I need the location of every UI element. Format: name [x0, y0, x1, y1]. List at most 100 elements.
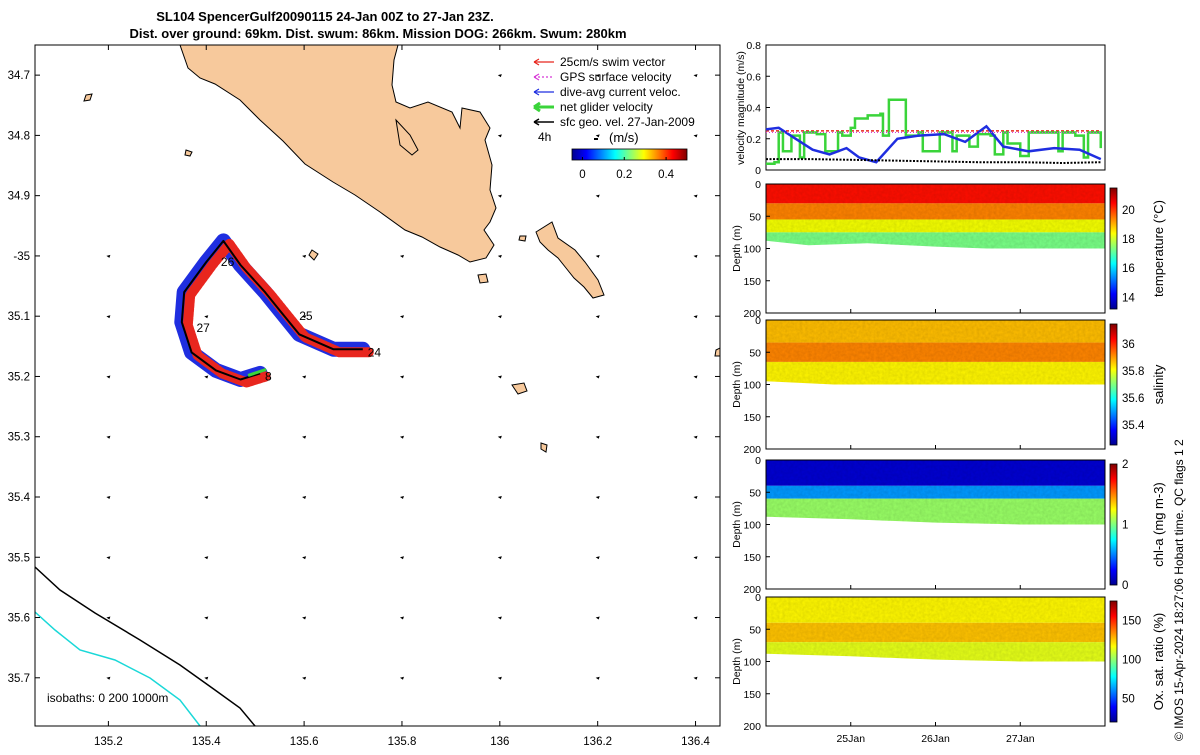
- velocity-panel: 0 0.2 0.4 0.6 0.8 velocity magnitude (m/s): [735, 40, 1106, 177]
- section-colorbar-tick-label: 150: [1122, 616, 1141, 628]
- map-y-tick-label: 35.5: [8, 552, 30, 564]
- track-line: [180, 239, 363, 381]
- day-label: 26: [221, 255, 235, 269]
- map-legend: 25cm/s swim vector GPS surface velocity …: [533, 55, 695, 181]
- section-y-tick-label: 200: [743, 721, 761, 733]
- land-eyre-peninsula: [179, 45, 497, 263]
- land-small-island-3: [714, 347, 720, 357]
- geo-vector-arrow: [106, 556, 111, 560]
- section-layer: [766, 232, 1105, 249]
- map-axes-box: [34, 44, 721, 727]
- geo-vector-arrow: [302, 616, 307, 620]
- section-y-tick-label: 50: [749, 487, 761, 499]
- land-masses: [83, 45, 720, 453]
- vector-time-label: 4h: [538, 130, 551, 144]
- map-y-tick-label: 34.9: [8, 191, 30, 203]
- map-y-tick-label: 34.8: [8, 130, 30, 142]
- geo-vector-arrow: [399, 315, 404, 319]
- geo-vector-arrow: [693, 556, 698, 560]
- velocity-y-tick-label: 0: [755, 165, 761, 177]
- section-y-tick-label: 50: [749, 211, 761, 223]
- geo-vector-arrow: [204, 556, 209, 560]
- geo-vector-arrow: [399, 435, 404, 439]
- geo-vector-arrow: [693, 315, 698, 319]
- map-colorbar-tick-label: 0: [579, 169, 585, 181]
- map-y-ticks: 34.7 34.8 34.9 -35 35.1 35.2 35.3 35.4 35.5 35.6 3…: [8, 70, 720, 685]
- section-colorbar: [1109, 323, 1118, 446]
- section-y-tick-label: 0: [755, 455, 761, 467]
- geo-vector-arrow: [106, 616, 111, 620]
- section-colorbar-tick-label: 14: [1122, 292, 1135, 304]
- day-label: 8: [265, 369, 272, 383]
- velocity-series-net_glider: [766, 98, 1103, 165]
- section-colorbar: [1109, 463, 1118, 586]
- geo-vector-arrow: [302, 556, 307, 560]
- geo-vector-arrow: [302, 254, 307, 258]
- section-field-chl: [766, 460, 1105, 525]
- isobath-200: [35, 611, 201, 726]
- geo-vector-arrow: [204, 315, 209, 319]
- section-colorbar-label: temperature (°C): [1151, 200, 1166, 297]
- map-x-tick-label: 135.4: [192, 736, 221, 748]
- geo-vector-arrow: [497, 254, 502, 258]
- map-colorbar: [571, 148, 688, 161]
- section-colorbar-tick-label: 1: [1122, 520, 1128, 532]
- section-y-tick-label: 100: [743, 520, 761, 532]
- section-y-tick-label: 100: [743, 244, 761, 256]
- map-x-tick-label: 136.2: [583, 736, 612, 748]
- section-ylabel: Depth (m): [731, 638, 743, 685]
- legend-entry-gps: GPS surface velocity: [533, 70, 671, 84]
- section-y-tick-label: 100: [743, 380, 761, 392]
- section-colorbar-tick-label: 100: [1122, 655, 1141, 667]
- geo-vector-arrow: [693, 616, 698, 620]
- section-field-temperature: [766, 184, 1105, 249]
- geo-vector-arrow: [497, 194, 502, 198]
- section-panel-oxygen: 0 50 100 150 200 Depth (m) 50 100 150 Ox. sat. ra…: [731, 592, 1166, 745]
- section-layer: [766, 597, 1105, 623]
- section-layer: [766, 485, 1105, 499]
- velocity-series-dive_avg: [765, 124, 1102, 164]
- section-y-tick-label: 0: [755, 315, 761, 327]
- geo-vector-arrow: [595, 435, 600, 439]
- geo-vector-arrow: [302, 435, 307, 439]
- map-y-tick-label: 34.7: [8, 70, 30, 82]
- section-y-tick-label: 200: [743, 308, 761, 320]
- legend-label-swim: 25cm/s swim vector: [560, 55, 665, 69]
- geo-vector-arrow: [399, 676, 404, 680]
- map-x-ticks: 135.2 135.4 135.6 135.8 136 136.2 136.4: [94, 45, 711, 748]
- geo-vector-arrow: [595, 495, 600, 499]
- section-panel-salinity: 0 50 100 150 200 Depth (m) 35.4 35.6 35.8 36 salin…: [731, 315, 1166, 456]
- section-layer: [766, 184, 1105, 204]
- velocity-y-tick-label: 0.2: [746, 134, 761, 146]
- legend-label-dive-avg: dive-avg current veloc.: [560, 85, 681, 99]
- map-y-tick-label: 35.4: [8, 492, 31, 504]
- section-colorbar-label: salinity: [1151, 364, 1166, 404]
- geo-vector-arrow: [497, 676, 502, 680]
- section-y-tick-label: 0: [755, 592, 761, 604]
- geo-vector-arrow: [595, 375, 600, 379]
- section-y-tick-label: 150: [743, 276, 761, 288]
- geo-vector-arrow: [497, 134, 502, 138]
- section-colorbar: [1109, 187, 1118, 310]
- map-colorbar-tick-label: 0.4: [658, 169, 675, 181]
- geo-vector-arrow: [693, 74, 698, 78]
- section-ylabel: Depth (m): [731, 501, 743, 548]
- legend-entry-sfc-geo: sfc geo. vel. 27-Jan-2009: [533, 115, 695, 129]
- section-layer: [766, 642, 1105, 662]
- legend-entry-swim: 25cm/s swim vector: [533, 55, 665, 69]
- map-y-tick-label: 35.1: [8, 311, 30, 323]
- section-colorbar: [1109, 600, 1118, 723]
- geo-vector-arrow: [302, 315, 307, 319]
- section-x-tick-label: 27Jan: [1006, 733, 1035, 745]
- geo-vector-arrow: [399, 375, 404, 379]
- geo-vector-arrow: [595, 676, 600, 680]
- colorbar-unit-label: (m/s): [609, 130, 639, 145]
- land-islands-east: [535, 221, 605, 299]
- map-y-tick-label: -35: [13, 251, 30, 263]
- geo-vector-arrow: [595, 194, 600, 198]
- geo-vector-arrow: [497, 435, 502, 439]
- geo-vector-arrow: [399, 254, 404, 258]
- velocity-series: [765, 98, 1103, 165]
- section-y-tick-label: 200: [743, 584, 761, 596]
